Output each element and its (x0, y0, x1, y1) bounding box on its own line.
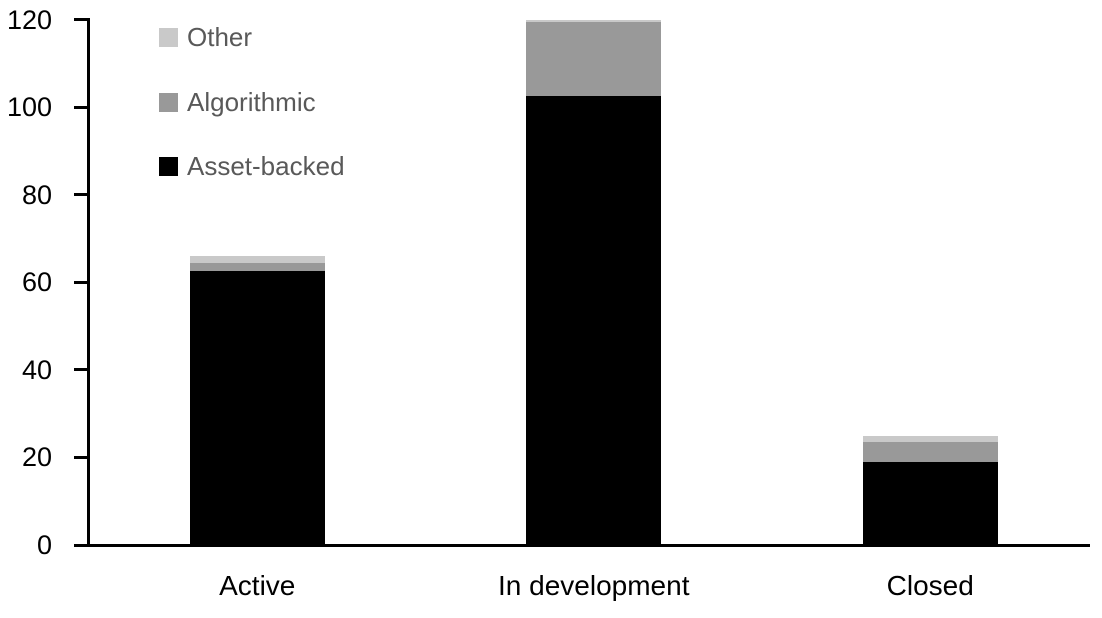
legend-label: Algorithmic (187, 86, 316, 117)
bar-segment-other (526, 19, 662, 22)
y-tick-mark (74, 105, 88, 109)
bar-segment-asset-backed (189, 271, 325, 545)
x-axis-line (87, 544, 1090, 547)
bar-segment-other (189, 255, 325, 263)
bar-segment-algorithmic (189, 262, 325, 272)
y-tick-mark (74, 543, 88, 547)
legend-swatch-icon (159, 92, 178, 112)
y-tick-mark (74, 280, 88, 284)
y-tick-label: 40 (21, 354, 52, 385)
y-tick-label: 100 (6, 92, 52, 123)
y-tick-label: 20 (21, 442, 52, 473)
category-label: In development (498, 570, 690, 601)
bar-segment-asset-backed (526, 96, 662, 545)
bar-segment-algorithmic (862, 442, 998, 462)
y-tick-label: 60 (21, 267, 52, 298)
y-axis-line (87, 18, 90, 547)
legend-swatch-icon (159, 27, 178, 47)
bar-segment-algorithmic (526, 21, 662, 97)
y-tick-mark (74, 18, 88, 21)
bar-segment-asset-backed (862, 461, 998, 545)
bar-segment-other (862, 435, 998, 443)
y-tick-mark (74, 193, 88, 197)
legend-item-other: Other (159, 21, 253, 52)
legend-label: Asset-backed (187, 150, 345, 181)
category-label: Closed (886, 570, 974, 601)
y-tick-mark (74, 455, 88, 459)
y-tick-label: 0 (36, 530, 52, 560)
legend-item-asset-backed: Asset-backed (159, 150, 345, 181)
legend-item-algorithmic: Algorithmic (159, 86, 316, 117)
y-tick-label: 120 (6, 4, 52, 35)
y-tick-mark (74, 368, 88, 372)
legend-label: Other (187, 21, 253, 52)
category-label: Active (219, 570, 296, 601)
legend-swatch-icon (159, 156, 178, 176)
y-tick-label: 80 (21, 179, 52, 210)
